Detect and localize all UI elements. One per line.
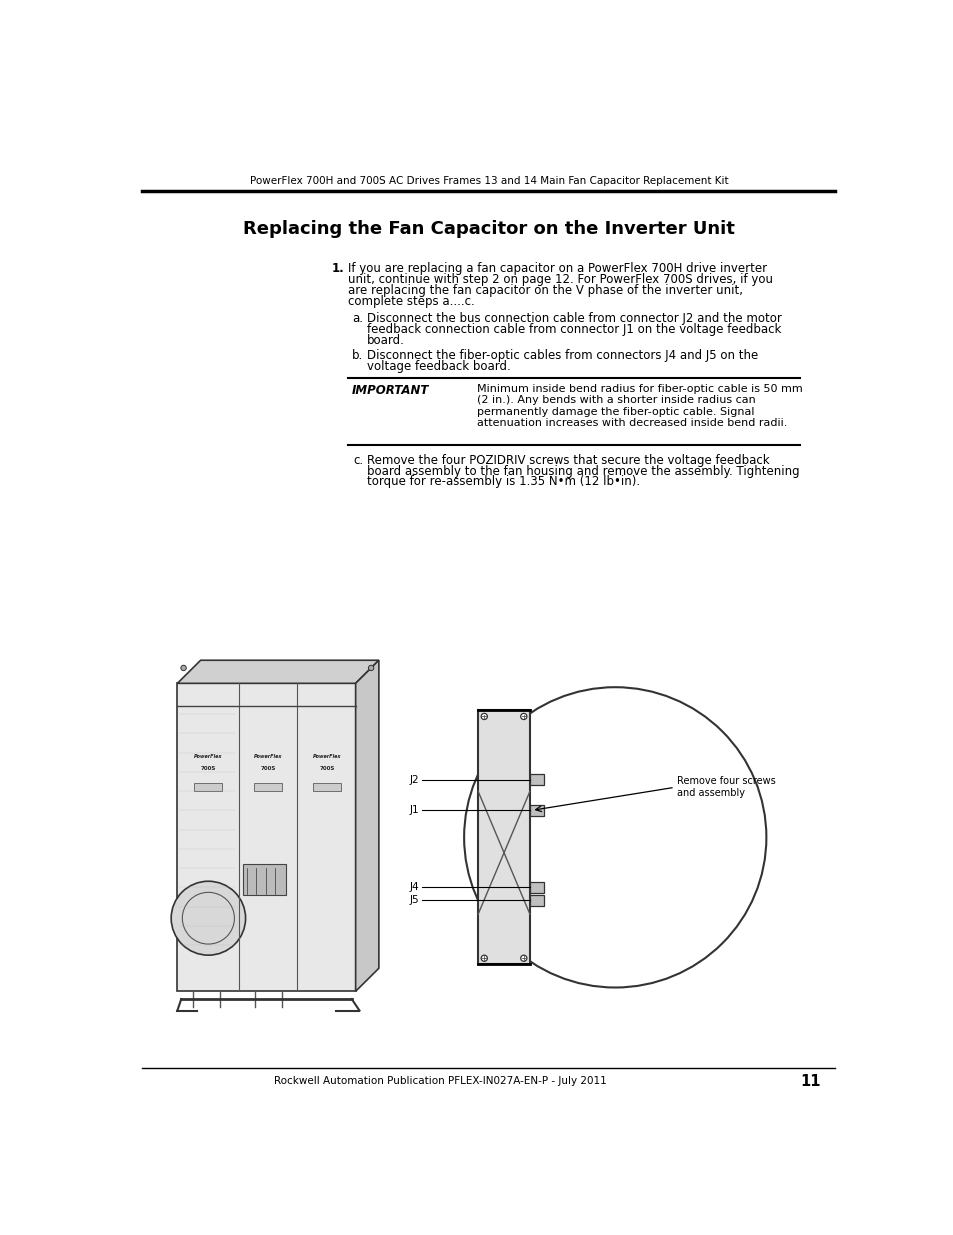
Text: Disconnect the fiber-optic cables from connectors J4 and J5 on the: Disconnect the fiber-optic cables from c…: [367, 350, 758, 362]
Text: 1.: 1.: [331, 262, 344, 275]
Text: c.: c.: [353, 454, 363, 467]
Circle shape: [368, 666, 374, 671]
Text: Rockwell Automation Publication PFLEX-IN027A-EN-P - July 2011: Rockwell Automation Publication PFLEX-IN…: [274, 1077, 606, 1087]
Bar: [530, 882, 543, 893]
Polygon shape: [177, 661, 378, 683]
Text: Disconnect the bus connection cable from connector J2 and the motor: Disconnect the bus connection cable from…: [367, 312, 781, 325]
Bar: [194, 783, 222, 792]
Circle shape: [171, 882, 245, 955]
Text: Remove the four POZIDRIV screws that secure the voltage feedback: Remove the four POZIDRIV screws that sec…: [367, 454, 769, 467]
Bar: [177, 683, 355, 992]
Text: 700S: 700S: [319, 766, 335, 771]
Text: a.: a.: [352, 312, 363, 325]
Text: J5: J5: [410, 895, 419, 905]
Text: feedback connection cable from connector J1 on the voltage feedback: feedback connection cable from connector…: [367, 324, 781, 336]
Text: If you are replacing a fan capacitor on a PowerFlex 700H drive inverter: If you are replacing a fan capacitor on …: [348, 262, 766, 275]
Bar: [313, 783, 340, 792]
Text: 11: 11: [800, 1074, 820, 1089]
Text: torque for re-assembly is 1.35 N•m (12 lb•in).: torque for re-assembly is 1.35 N•m (12 l…: [367, 475, 639, 489]
Circle shape: [520, 955, 526, 961]
Text: J4: J4: [410, 882, 419, 893]
Text: permanently damage the fiber-optic cable. Signal: permanently damage the fiber-optic cable…: [476, 406, 754, 417]
Text: unit, continue with step 2 on page 12. For PowerFlex 700S drives, if you: unit, continue with step 2 on page 12. F…: [348, 273, 772, 287]
Circle shape: [181, 666, 186, 671]
Text: IMPORTANT: IMPORTANT: [352, 384, 429, 396]
Text: 700S: 700S: [200, 766, 215, 771]
Text: (2 in.). Any bends with a shorter inside radius can: (2 in.). Any bends with a shorter inside…: [476, 395, 756, 405]
Text: PowerFlex: PowerFlex: [253, 755, 282, 760]
Text: are replacing the fan capacitor on the V phase of the inverter unit,: are replacing the fan capacitor on the V…: [348, 284, 742, 296]
Text: PowerFlex: PowerFlex: [313, 755, 341, 760]
Bar: [243, 864, 286, 895]
Text: Remove four screws: Remove four screws: [677, 776, 775, 787]
Text: board.: board.: [367, 333, 405, 347]
Text: Replacing the Fan Capacitor on the Inverter Unit: Replacing the Fan Capacitor on the Inver…: [243, 220, 734, 238]
Circle shape: [520, 714, 526, 720]
Circle shape: [464, 687, 765, 988]
Text: voltage feedback board.: voltage feedback board.: [367, 359, 511, 373]
Circle shape: [480, 955, 487, 961]
Text: 700S: 700S: [260, 766, 275, 771]
Bar: [530, 895, 543, 906]
Text: PowerFlex 700H and 700S AC Drives Frames 13 and 14 Main Fan Capacitor Replacemen: PowerFlex 700H and 700S AC Drives Frames…: [250, 175, 727, 185]
Text: J1: J1: [410, 805, 419, 815]
Bar: [477, 710, 530, 965]
Circle shape: [480, 714, 487, 720]
Polygon shape: [355, 661, 378, 992]
Text: b.: b.: [352, 350, 363, 362]
Bar: [530, 805, 543, 816]
Text: complete steps a....c.: complete steps a....c.: [348, 294, 475, 308]
Text: J2: J2: [410, 774, 419, 784]
Text: PowerFlex: PowerFlex: [193, 755, 222, 760]
Bar: [253, 783, 282, 792]
Bar: [530, 774, 543, 785]
Text: and assembly: and assembly: [677, 788, 744, 798]
Text: attenuation increases with decreased inside bend radii.: attenuation increases with decreased ins…: [476, 419, 787, 429]
Text: board assembly to the fan housing and remove the assembly. Tightening: board assembly to the fan housing and re…: [367, 464, 799, 478]
Text: Minimum inside bend radius for fiber-optic cable is 50 mm: Minimum inside bend radius for fiber-opt…: [476, 384, 802, 394]
